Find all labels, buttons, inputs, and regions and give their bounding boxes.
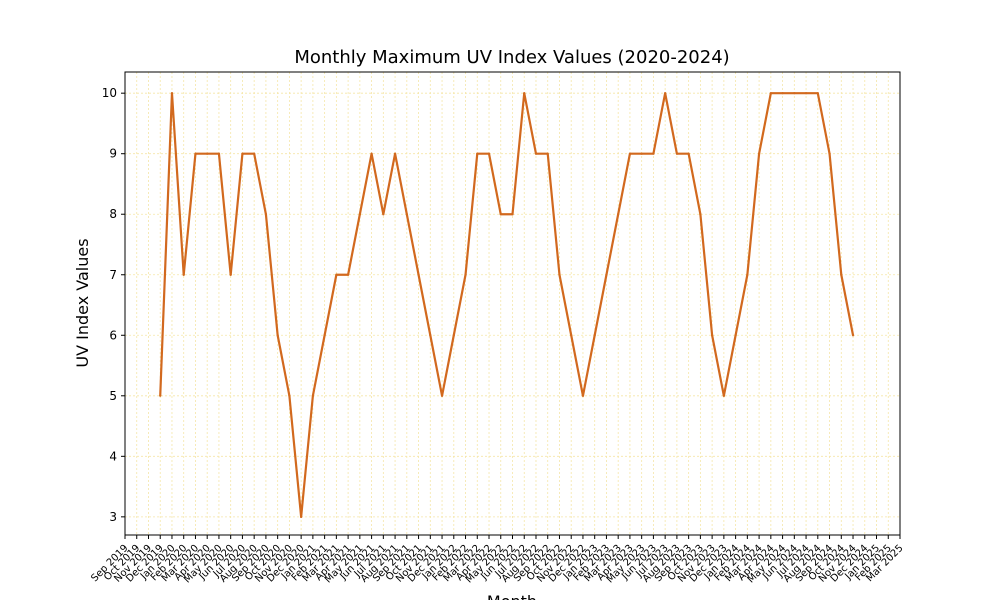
data-point — [382, 213, 385, 216]
data-point — [523, 92, 526, 95]
data-point — [593, 334, 596, 337]
data-point — [335, 273, 338, 276]
y-axis-label: UV Index Values — [73, 238, 92, 367]
data-point — [687, 152, 690, 155]
data-point — [393, 152, 397, 155]
data-point — [499, 213, 502, 216]
data-point — [182, 273, 185, 276]
data-point — [793, 92, 796, 95]
y-tick-label: 6 — [109, 328, 117, 342]
data-point — [170, 92, 174, 95]
data-point — [664, 92, 667, 95]
data-point — [722, 394, 725, 397]
data-point — [804, 92, 808, 95]
data-point — [405, 213, 408, 216]
data-point — [429, 334, 432, 337]
data-point — [217, 152, 221, 155]
data-point — [440, 394, 444, 397]
data-point — [464, 273, 467, 276]
data-point — [253, 152, 256, 155]
y-tick-label: 9 — [109, 147, 117, 161]
data-point — [781, 92, 784, 95]
chart-title: Monthly Maximum UV Index Values (2020-20… — [294, 47, 729, 68]
data-point — [311, 394, 314, 397]
data-point — [511, 213, 514, 216]
data-point — [851, 334, 855, 337]
data-point — [264, 213, 268, 216]
y-tick-label: 5 — [109, 389, 117, 403]
data-point — [546, 152, 549, 155]
data-point — [699, 213, 702, 216]
data-point — [159, 394, 162, 397]
data-point — [734, 334, 737, 337]
data-point — [675, 152, 678, 155]
data-point — [229, 273, 232, 276]
data-point — [581, 394, 585, 397]
data-point — [288, 394, 291, 397]
data-point — [487, 152, 491, 155]
grid — [124, 72, 901, 535]
data-point — [605, 273, 608, 276]
data-point — [194, 152, 197, 155]
data-point — [652, 152, 655, 155]
data-point — [476, 152, 479, 155]
data-point — [628, 152, 632, 155]
data-point — [558, 273, 561, 276]
data-point — [840, 273, 843, 276]
y-tick-label: 3 — [109, 510, 117, 524]
data-point — [370, 152, 373, 155]
data-point — [206, 152, 209, 155]
y-tick-label: 10 — [102, 86, 117, 100]
data-point — [617, 213, 620, 216]
y-tick-label: 7 — [109, 268, 117, 282]
y-tick-label: 4 — [109, 449, 117, 463]
data-point — [452, 334, 455, 337]
data-point — [347, 273, 350, 276]
data-point — [769, 92, 772, 95]
data-point — [417, 273, 420, 276]
data-point — [323, 334, 326, 337]
data-point — [300, 515, 303, 518]
data-point — [241, 152, 244, 155]
data-point — [534, 152, 538, 155]
series-layer — [159, 92, 855, 518]
data-point — [570, 334, 573, 337]
series-line — [159, 92, 855, 518]
data-point — [358, 213, 361, 216]
data-point — [711, 334, 714, 337]
data-point — [640, 152, 643, 155]
data-point — [757, 152, 761, 155]
data-point — [816, 92, 819, 95]
x-axis-label: Month — [487, 592, 537, 600]
y-tick-label: 8 — [109, 207, 117, 221]
data-point — [746, 273, 749, 276]
data-point — [828, 152, 831, 155]
data-point — [276, 334, 279, 337]
y-axis: 3 4 5 6 7 8 9 10 — [102, 86, 125, 524]
